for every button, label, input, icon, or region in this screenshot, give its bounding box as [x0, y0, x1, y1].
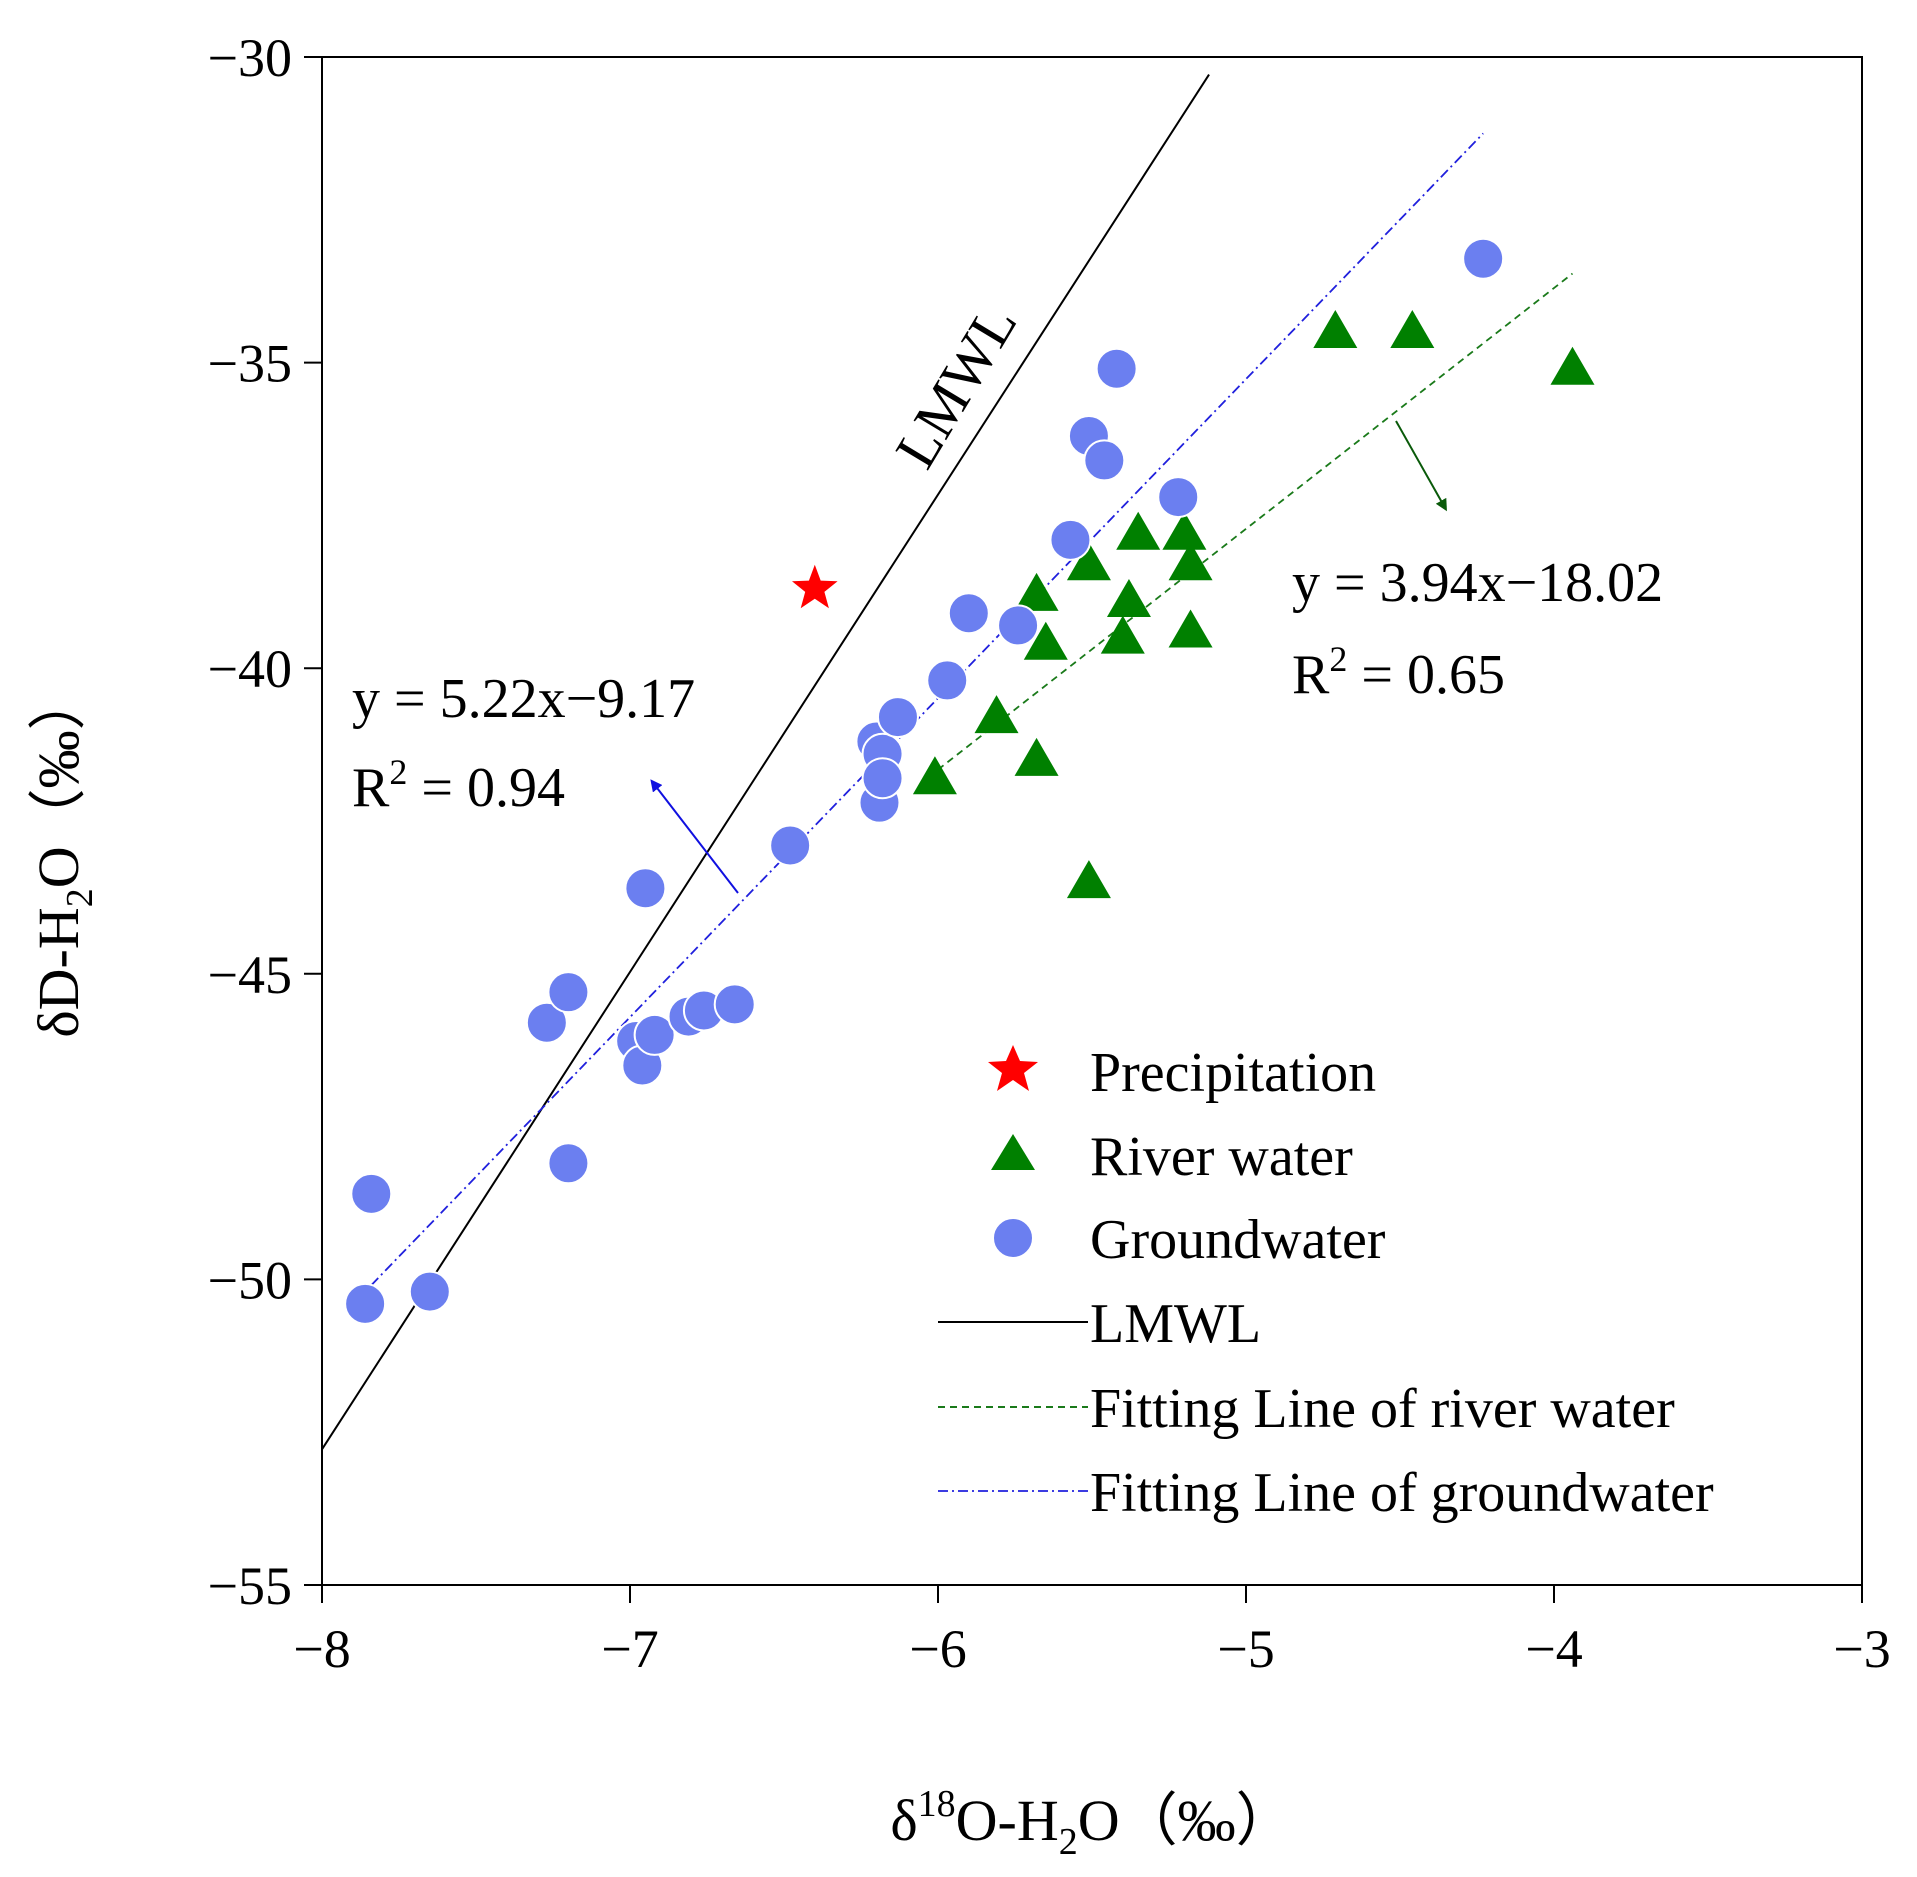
y-tick-label: −30 [208, 28, 292, 88]
river-water-point [1390, 310, 1435, 349]
groundwater-point [876, 696, 919, 739]
x-tick-label: −3 [1833, 1619, 1890, 1679]
line-fitting-line-of-groundwater [370, 132, 1484, 1286]
x-tick-label: −5 [1217, 1619, 1274, 1679]
groundwater-r2: R2 = 0.94 [352, 752, 565, 819]
groundwater-point [769, 824, 812, 867]
legend-precipitation-label: Precipitation [1090, 1042, 1376, 1104]
river-r2: R2 = 0.65 [1292, 639, 1505, 706]
y-tick-label: −45 [208, 945, 292, 1005]
x-tick-label: −6 [909, 1619, 966, 1679]
river-equation: y = 3.94x−18.02 [1292, 552, 1663, 614]
river-water-point [912, 756, 957, 795]
legend: Precipitation River water Groundwater LM… [938, 1042, 1714, 1524]
data-points [344, 237, 1595, 1325]
x-tick-label: −4 [1525, 1619, 1582, 1679]
y-tick-label: −40 [208, 639, 292, 699]
groundwater-equation: y = 5.22x−9.17 [352, 668, 695, 730]
groundwater-point [525, 1001, 568, 1044]
groundwater-point [547, 1142, 590, 1185]
legend-groundwater-fit-label: Fitting Line of groundwater [1090, 1462, 1714, 1524]
line-lmwl [321, 74, 1210, 1450]
legend-river-triangle-icon [991, 1134, 1035, 1170]
river-water-point [1066, 542, 1111, 581]
river-water-point [1116, 511, 1161, 550]
groundwater-point [633, 1013, 676, 1056]
river-water-point [1168, 609, 1213, 648]
x-tick-label: −8 [293, 1619, 350, 1679]
groundwater-point [997, 604, 1040, 647]
groundwater-point [350, 1172, 393, 1215]
groundwater-point [1462, 237, 1505, 280]
river-water-point [1106, 578, 1151, 617]
groundwater-point [1049, 518, 1092, 561]
groundwater-point [624, 867, 667, 910]
precipitation-point [792, 564, 838, 609]
x-tick-label: −7 [601, 1619, 658, 1679]
river-water-point [1550, 346, 1595, 385]
river-water-point [1313, 310, 1358, 349]
groundwater-point [408, 1270, 451, 1313]
x-axis-title: δ18O-H2O（‰） [890, 1783, 1293, 1863]
river-water-point [1162, 511, 1207, 550]
legend-precipitation-star-icon [988, 1045, 1038, 1091]
groundwater-point [344, 1282, 387, 1325]
groundwater-equation-arrow [650, 779, 739, 894]
y-tick-label: −55 [208, 1556, 292, 1616]
legend-groundwater-label: Groundwater [1090, 1209, 1386, 1271]
plot-frame [321, 56, 1863, 1586]
line-fitting-line-of-river-water [937, 272, 1574, 771]
y-axis-title: δD-H2O（‰） [26, 672, 101, 1037]
groundwater-point [1157, 476, 1200, 519]
groundwater-point [861, 757, 904, 800]
series-lines [321, 74, 1574, 1450]
groundwater-point [926, 659, 969, 702]
y-tick-label: −50 [208, 1250, 292, 1310]
river-water-point [974, 695, 1019, 734]
y-tick-label: −35 [208, 334, 292, 394]
legend-river-fit-label: Fitting Line of river water [1090, 1378, 1675, 1440]
river-water-point [1100, 615, 1145, 654]
legend-groundwater-circle-icon [992, 1217, 1034, 1259]
river-water-point [1014, 572, 1059, 611]
river-water-point [1023, 621, 1068, 660]
legend-river-label: River water [1090, 1126, 1353, 1188]
river-equation-arrow [1395, 420, 1447, 512]
river-water-point [1014, 737, 1059, 776]
groundwater-point [713, 983, 756, 1026]
legend-lmwl-label: LMWL [1090, 1293, 1261, 1355]
river-water-point [1168, 542, 1213, 581]
groundwater-point [1083, 439, 1126, 482]
axis-ticks: −8 −7 −6 −5 −4 −3 −55 −50 −45 −40 −35 −30 [208, 28, 1891, 1679]
groundwater-point [1095, 347, 1138, 390]
river-water-point [1066, 860, 1111, 899]
groundwater-point [547, 971, 590, 1014]
groundwater-point [947, 592, 990, 635]
